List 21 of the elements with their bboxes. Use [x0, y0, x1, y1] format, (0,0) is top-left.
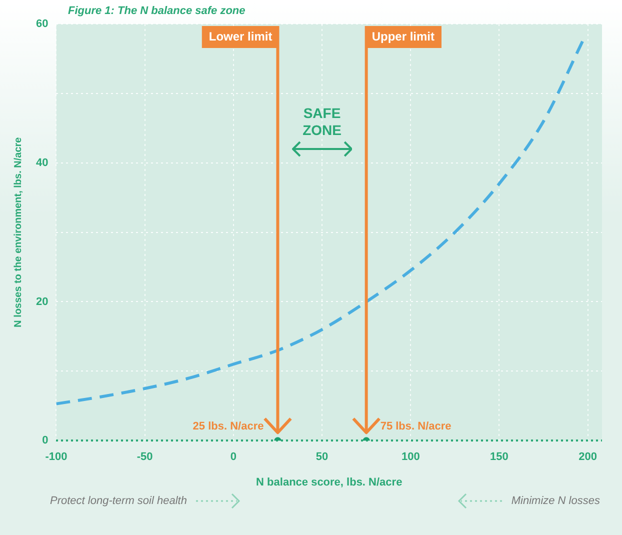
x-tick-label: -50: [136, 451, 153, 464]
ref-line-label: Upper limit: [372, 29, 435, 44]
chart-title: Figure 1: The N balance safe zone: [68, 5, 246, 17]
y-tick-label: 20: [36, 296, 48, 308]
x-axis-title: N balance score, lbs. N/acre: [256, 476, 402, 488]
x-tick-label: 0: [230, 451, 236, 464]
annotation: SAFE ZONE: [302, 104, 342, 138]
text: Protect long-term soil health: [50, 495, 187, 507]
y-tick-label: 60: [36, 18, 48, 30]
ref-line-label: Lower limit: [208, 29, 272, 44]
y-tick-label: 40: [36, 156, 48, 169]
annotation: 25 lbs. N/acre: [192, 420, 264, 433]
x-tick-label: 150: [490, 451, 508, 464]
x-tick-label: 200: [578, 451, 598, 464]
x-tick-label: -100: [45, 451, 68, 464]
y-tick-label: 0: [42, 434, 48, 447]
x-tick-label: 50: [316, 451, 328, 464]
annotation: 75 lbs. N/acre: [380, 420, 452, 433]
x-tick-label: 100: [401, 451, 420, 464]
text: Minimize N losses: [511, 495, 600, 507]
y-axis-title: N losses to the environment, lbs. N/acre: [12, 136, 24, 328]
